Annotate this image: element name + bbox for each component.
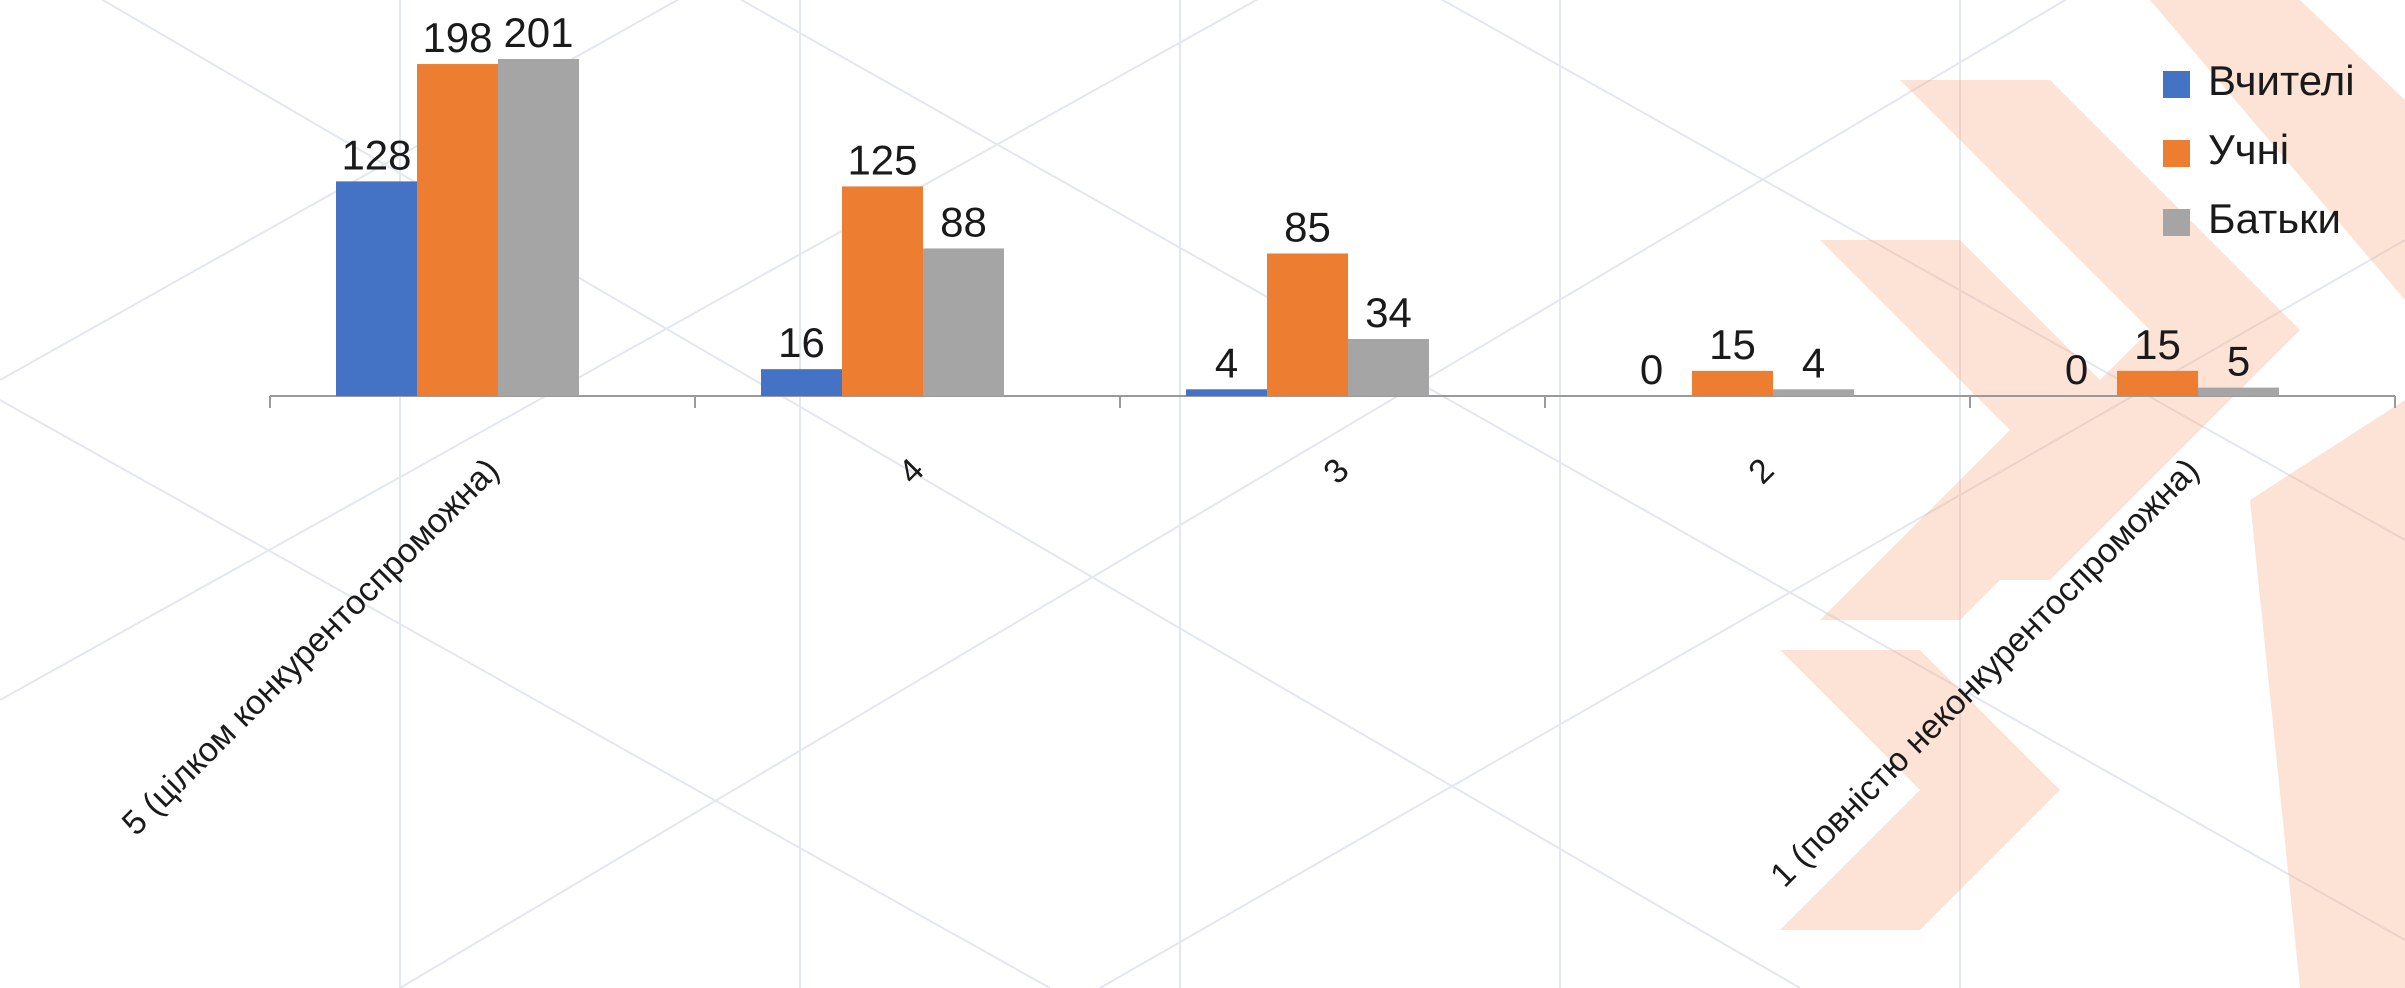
- bar: [417, 64, 498, 396]
- data-label: 0: [1640, 346, 1663, 393]
- data-label: 4: [1802, 339, 1825, 386]
- legend-swatch: [2163, 71, 2190, 98]
- legend-swatch: [2163, 209, 2190, 236]
- bar: [923, 248, 1004, 396]
- bar: [1348, 339, 1429, 396]
- legend-swatch: [2163, 140, 2190, 167]
- bar: [2117, 371, 2198, 396]
- x-tick-label: 2: [1741, 451, 1781, 491]
- bar: [761, 369, 842, 396]
- data-label: 85: [1284, 203, 1331, 250]
- bar: [498, 59, 579, 396]
- x-tick-label: 4: [891, 451, 931, 491]
- bar: [336, 181, 417, 396]
- chart: Вчителі Учні Батьки 5 (цілком конкурентосп…: [0, 0, 2405, 988]
- data-label: 0: [2065, 346, 2088, 393]
- bar: [842, 186, 923, 396]
- bar: [1267, 253, 1348, 396]
- data-label: 15: [1709, 321, 1756, 368]
- data-label: 125: [847, 136, 917, 183]
- data-label: 88: [940, 198, 987, 245]
- legend-label: Учні: [2208, 126, 2289, 173]
- data-label: 198: [422, 14, 492, 61]
- legend-label: Вчителі: [2208, 57, 2355, 104]
- orange-chevrons: [1780, 0, 2405, 988]
- data-label: 128: [341, 131, 411, 178]
- bar: [1186, 389, 1267, 396]
- data-label: 201: [503, 9, 573, 56]
- bar: [2198, 388, 2279, 396]
- data-label: 4: [1215, 339, 1238, 386]
- data-label: 34: [1365, 289, 1412, 336]
- data-label: 16: [778, 319, 825, 366]
- x-tick-label: 5 (цілком конкурентоспроможна): [115, 451, 507, 843]
- data-label: 15: [2134, 321, 2181, 368]
- bar: [1692, 371, 1773, 396]
- bar: [1773, 389, 1854, 396]
- legend-label: Батьки: [2208, 195, 2341, 242]
- data-label: 5: [2227, 338, 2250, 385]
- x-tick-label: 3: [1316, 451, 1356, 491]
